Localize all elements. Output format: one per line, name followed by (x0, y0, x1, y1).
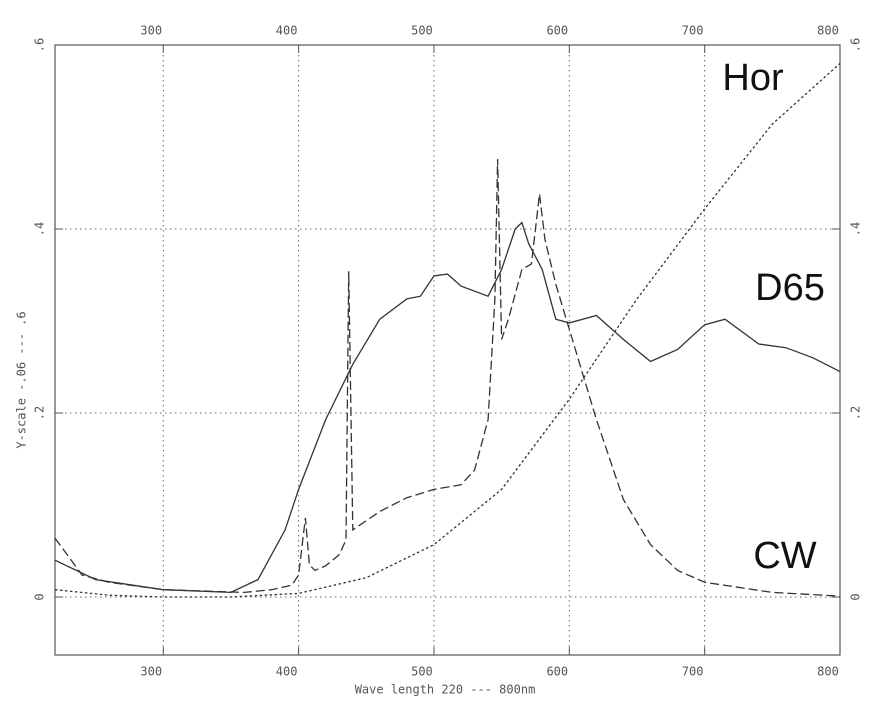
y-tick-label-right: 0 (849, 593, 863, 600)
x-tick-label: 700 (682, 665, 704, 679)
y-tick-label: .6 (33, 38, 47, 52)
y-tick-label: 0 (33, 593, 47, 600)
series-label: D65 (755, 267, 825, 309)
y-tick-label-right: .6 (849, 38, 863, 52)
x-axis-label: Wave length 220 --- 800nm (355, 683, 536, 697)
x-tick-label-top: 400 (276, 24, 298, 38)
x-tick-label-top: 700 (682, 24, 704, 38)
x-tick-label: 500 (411, 665, 433, 679)
series-line (54, 62, 841, 598)
x-tick-label-top: 500 (411, 24, 433, 38)
y-tick-label-right: .2 (849, 406, 863, 420)
x-tick-label-top: 300 (140, 24, 162, 38)
plot-frame (54, 44, 841, 656)
series-line (54, 159, 841, 597)
y-tick-label: .2 (33, 406, 47, 420)
series-label: Hor (722, 57, 784, 99)
x-tick-label-top: 600 (546, 24, 568, 38)
x-tick-label: 800 (817, 665, 839, 679)
y-tick-label: .4 (33, 222, 47, 236)
y-axis-label: Y-scale -.06 --- .6 (15, 311, 29, 448)
series-line (54, 221, 841, 594)
x-tick-label: 600 (546, 665, 568, 679)
x-tick-label: 400 (276, 665, 298, 679)
series-label: CW (753, 535, 816, 577)
x-tick-label: 300 (140, 665, 162, 679)
y-tick-label-right: .4 (849, 222, 863, 236)
x-tick-label-top: 800 (817, 24, 839, 38)
